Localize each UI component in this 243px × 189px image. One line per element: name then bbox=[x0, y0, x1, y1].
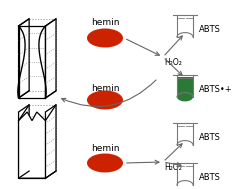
Ellipse shape bbox=[87, 153, 123, 173]
Text: H₂O₂: H₂O₂ bbox=[164, 163, 182, 172]
Polygon shape bbox=[18, 19, 29, 98]
Text: ABTS•+: ABTS•+ bbox=[199, 85, 233, 94]
Polygon shape bbox=[18, 112, 45, 178]
Polygon shape bbox=[45, 19, 56, 98]
Text: H₂O₂: H₂O₂ bbox=[164, 58, 182, 67]
Text: ABTS: ABTS bbox=[199, 174, 221, 183]
Text: ABTS: ABTS bbox=[199, 133, 221, 143]
Text: ABTS: ABTS bbox=[199, 26, 221, 35]
Text: hemin: hemin bbox=[91, 84, 119, 93]
Text: hemin: hemin bbox=[91, 18, 119, 27]
Ellipse shape bbox=[87, 91, 123, 109]
Text: hemin: hemin bbox=[91, 144, 119, 153]
Polygon shape bbox=[18, 105, 29, 178]
Ellipse shape bbox=[87, 29, 123, 47]
Polygon shape bbox=[177, 97, 193, 101]
Polygon shape bbox=[45, 105, 56, 178]
Polygon shape bbox=[177, 77, 193, 97]
